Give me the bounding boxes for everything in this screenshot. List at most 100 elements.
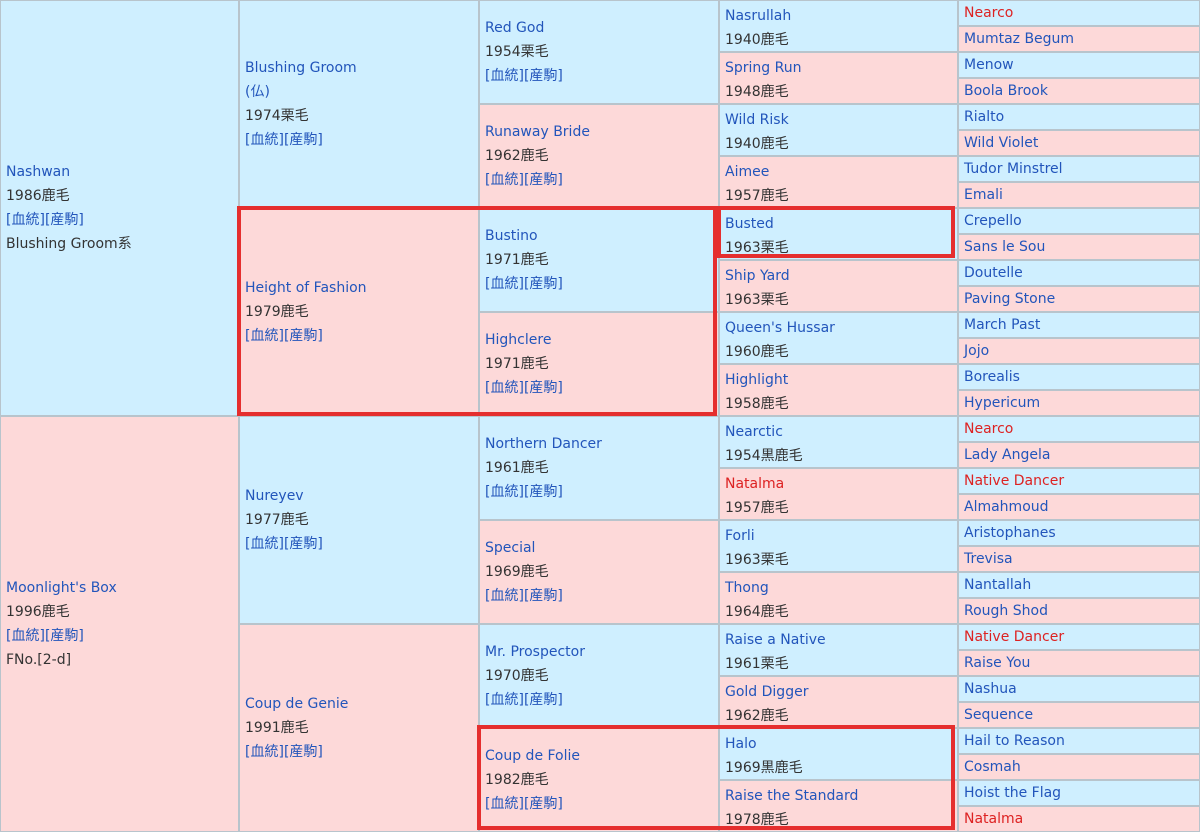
offspring-link[interactable]: [産駒]	[523, 796, 563, 812]
horse-name-link[interactable]: Coup de Genie	[245, 696, 349, 712]
offspring-link[interactable]: [産駒]	[283, 744, 323, 760]
gen3-cell: Mr. Prospector 1970鹿毛 [血統][産駒]	[479, 624, 719, 728]
horse-name-link[interactable]: Special	[485, 540, 536, 556]
offspring-link[interactable]: [産駒]	[44, 212, 84, 228]
offspring-link[interactable]: [産駒]	[44, 628, 84, 644]
offspring-link[interactable]: [産駒]	[283, 328, 323, 344]
pedigree-link[interactable]: [血統]	[6, 628, 45, 644]
horse-name-link[interactable]: Lady Angela	[964, 447, 1051, 463]
offspring-link[interactable]: [産駒]	[523, 484, 563, 500]
horse-name-link[interactable]: Raise You	[964, 655, 1031, 671]
horse-name-link[interactable]: Runaway Bride	[485, 124, 590, 140]
horse-name-link[interactable]: Raise the Standard	[725, 788, 859, 804]
horse-name-link[interactable]: Nearco	[964, 421, 1014, 437]
offspring-link[interactable]: [産駒]	[523, 172, 563, 188]
horse-name-link[interactable]: Native Dancer	[964, 629, 1065, 645]
horse-name-link[interactable]: Forli	[725, 528, 755, 544]
birth-year-color: 1971鹿毛	[485, 248, 563, 272]
horse-name-link[interactable]: Nasrullah	[725, 8, 792, 24]
horse-name-link[interactable]: Aristophanes	[964, 525, 1056, 541]
horse-name-link[interactable]: Wild Violet	[964, 135, 1039, 151]
birth-year: 1986	[6, 188, 42, 204]
horse-name-link[interactable]: Doutelle	[964, 265, 1023, 281]
horse-name-link[interactable]: Nureyev	[245, 488, 304, 504]
offspring-link[interactable]: [産駒]	[283, 132, 323, 148]
horse-name-link[interactable]: Natalma	[725, 476, 785, 492]
pedigree-link[interactable]: [血統]	[485, 172, 524, 188]
offspring-link[interactable]: [産駒]	[523, 68, 563, 84]
horse-name-link[interactable]: Blushing Groom	[245, 60, 357, 76]
offspring-link[interactable]: [産駒]	[283, 536, 323, 552]
horse-name-link[interactable]: Coup de Folie	[485, 748, 581, 764]
offspring-link[interactable]: [産駒]	[523, 380, 563, 396]
pedigree-link[interactable]: [血統]	[485, 380, 524, 396]
horse-name-link[interactable]: Menow	[964, 57, 1014, 73]
horse-name-link[interactable]: Halo	[725, 736, 757, 752]
horse-name-link[interactable]: Rialto	[964, 109, 1005, 125]
horse-name-link[interactable]: Spring Run	[725, 60, 802, 76]
pedigree-link[interactable]: [血統]	[245, 132, 284, 148]
horse-name-link[interactable]: Almahmoud	[964, 499, 1049, 515]
horse-name-link[interactable]: Highclere	[485, 332, 552, 348]
pedigree-link[interactable]: [血統]	[485, 484, 524, 500]
horse-name-link[interactable]: Nearctic	[725, 424, 783, 440]
horse-name-link[interactable]: Mumtaz Begum	[964, 31, 1075, 47]
horse-name-link[interactable]: Cosmah	[964, 759, 1021, 775]
horse-name-link[interactable]: Tudor Minstrel	[964, 161, 1063, 177]
pedigree-link[interactable]: [血統]	[245, 328, 284, 344]
horse-name-link[interactable]: Busted	[725, 216, 774, 232]
offspring-link[interactable]: [産駒]	[523, 588, 563, 604]
pedigree-link[interactable]: [血統]	[485, 68, 524, 84]
horse-name-link[interactable]: Raise a Native	[725, 632, 826, 648]
horse-name-link[interactable]: Boola Brook	[964, 83, 1048, 99]
horse-name-link[interactable]: Nashwan	[6, 164, 71, 180]
horse-name-link[interactable]: Hypericum	[964, 395, 1041, 411]
coat-color: 鹿毛	[520, 668, 549, 684]
horse-name-link[interactable]: Emali	[964, 187, 1003, 203]
pedigree-link[interactable]: [血統]	[6, 212, 45, 228]
horse-name-link[interactable]: Native Dancer	[964, 473, 1065, 489]
gen5-cell: Nearco	[958, 0, 1200, 26]
horse-name-link[interactable]: Trevisa	[964, 551, 1013, 567]
horse-name-link[interactable]: Crepello	[964, 213, 1022, 229]
coat-color: 鹿毛	[760, 344, 789, 360]
coat-color: 鹿毛	[41, 604, 70, 620]
horse-name-link[interactable]: Highlight	[725, 372, 789, 388]
horse-name-link[interactable]: Natalma	[964, 811, 1024, 827]
horse-name-link[interactable]: Nashua	[964, 681, 1017, 697]
horse-name-link[interactable]: Ship Yard	[725, 268, 790, 284]
horse-name-link[interactable]: Aimee	[725, 164, 770, 180]
horse-name-link[interactable]: Hoist the Flag	[964, 785, 1062, 801]
horse-name-link[interactable]: Queen's Hussar	[725, 320, 835, 336]
horse-name-link[interactable]: Thong	[725, 580, 769, 596]
offspring-link[interactable]: [産駒]	[523, 692, 563, 708]
pedigree-link[interactable]: [血統]	[245, 744, 284, 760]
pedigree-link[interactable]: [血統]	[485, 588, 524, 604]
horse-name-link[interactable]: Height of Fashion	[245, 280, 367, 296]
horse-name-link[interactable]: Mr. Prospector	[485, 644, 585, 660]
horse-name-link[interactable]: Sans le Sou	[964, 239, 1046, 255]
birth-year: 1982	[485, 772, 521, 788]
horse-name-link[interactable]: Red God	[485, 20, 545, 36]
horse-name-link[interactable]: Jojo	[964, 343, 990, 359]
horse-name-link[interactable]: Sequence	[964, 707, 1034, 723]
horse-name-link[interactable]: Nearco	[964, 5, 1014, 21]
pedigree-link[interactable]: [血統]	[485, 276, 524, 292]
horse-name-link[interactable]: Borealis	[964, 369, 1020, 385]
horse-name-link[interactable]: Northern Dancer	[485, 436, 602, 452]
coat-color: 鹿毛	[520, 564, 549, 580]
horse-name-link[interactable]: Wild Risk	[725, 112, 789, 128]
horse-name-link[interactable]: Moonlight's Box	[6, 580, 117, 596]
horse-name-link[interactable]: Nantallah	[964, 577, 1032, 593]
horse-name-link[interactable]: Hail to Reason	[964, 733, 1065, 749]
horse-name-link[interactable]: Paving Stone	[964, 291, 1056, 307]
pedigree-link[interactable]: [血統]	[245, 536, 284, 552]
offspring-link[interactable]: [産駒]	[523, 276, 563, 292]
horse-name-link[interactable]: Gold Digger	[725, 684, 809, 700]
pedigree-link[interactable]: [血統]	[485, 796, 524, 812]
pedigree-link[interactable]: [血統]	[485, 692, 524, 708]
horse-name-link[interactable]: March Past	[964, 317, 1041, 333]
horse-name-link[interactable]: Rough Shod	[964, 603, 1048, 619]
horse-name-link[interactable]: Bustino	[485, 228, 538, 244]
